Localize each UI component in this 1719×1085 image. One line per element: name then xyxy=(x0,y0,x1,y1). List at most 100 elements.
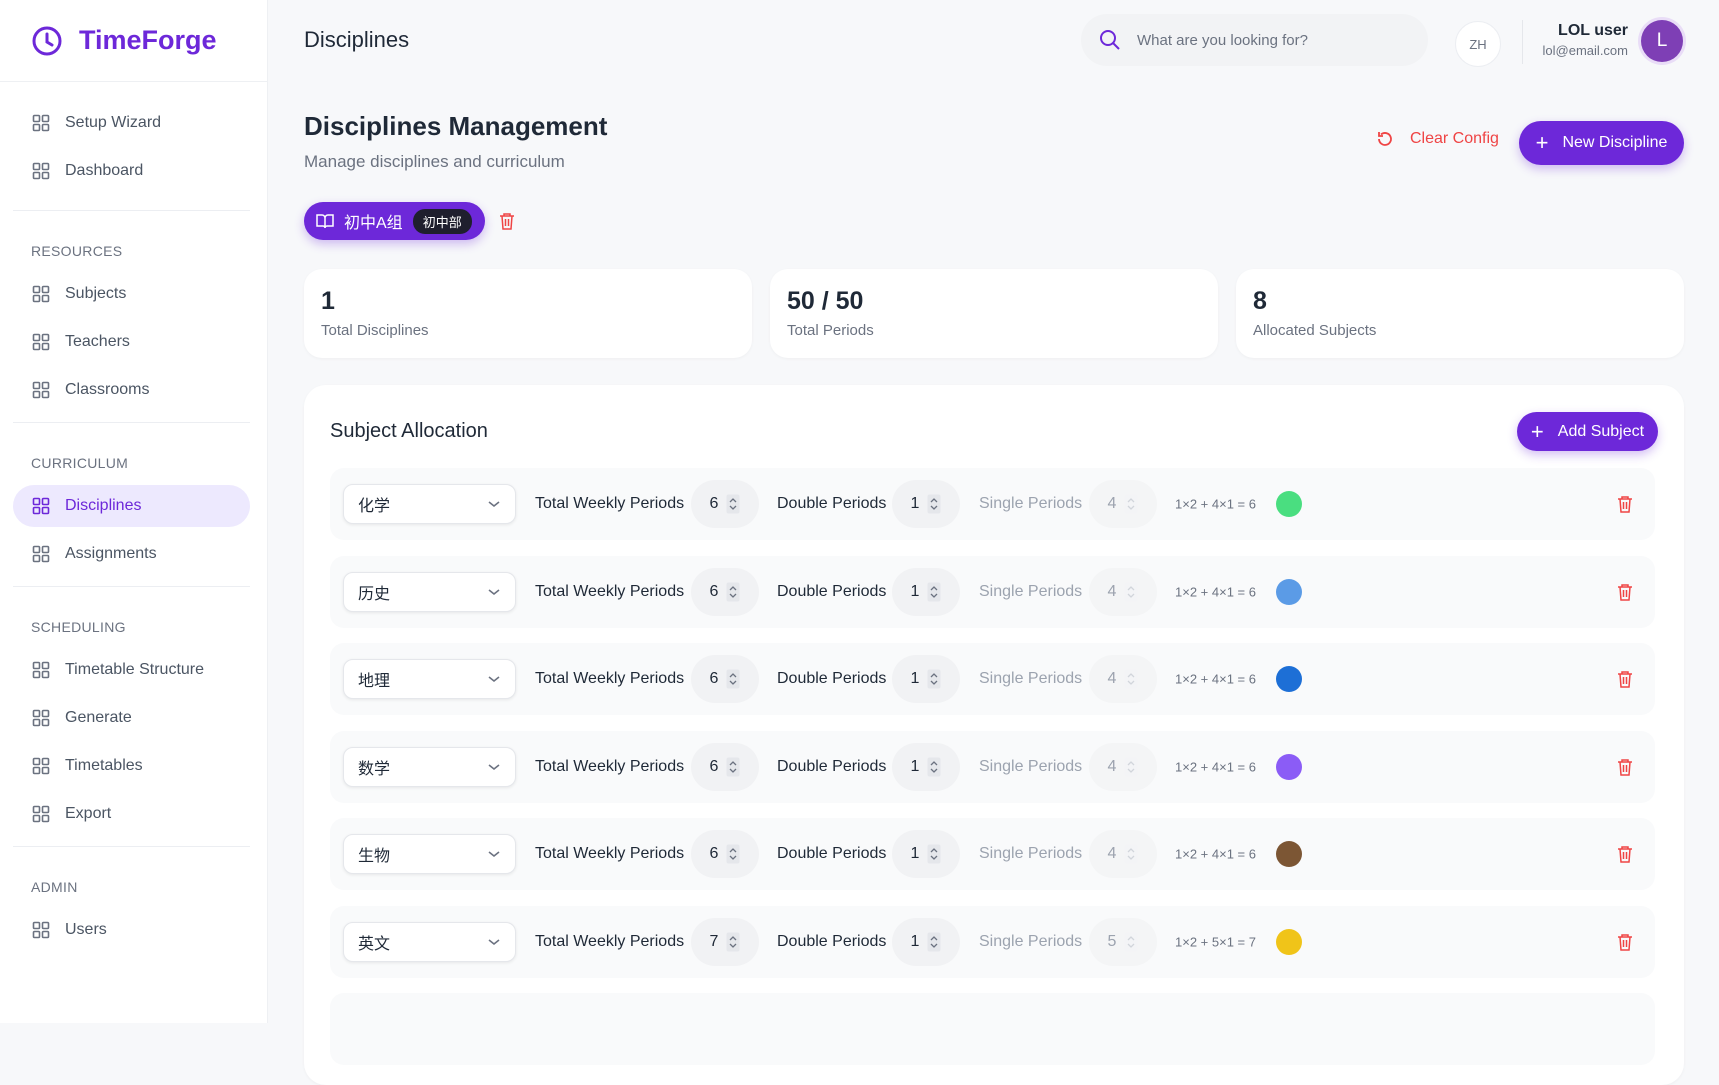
discipline-name: 初中A组 xyxy=(344,215,403,232)
nav-icon xyxy=(32,381,50,399)
double-input[interactable]: 1 xyxy=(892,655,960,703)
double-label: Double Periods xyxy=(777,845,887,862)
allocation-row: 历史 Total Weekly Periods 6 Double Periods 1 Si… xyxy=(330,555,1655,628)
chevron-icon xyxy=(488,763,500,770)
brand-name: TimeForge xyxy=(79,25,217,55)
discipline-tab[interactable]: 初中A组 初中部 xyxy=(304,202,485,240)
nav-item[interactable]: Disciplines xyxy=(13,485,250,527)
double-input[interactable]: 1 xyxy=(892,567,960,616)
spinner-icon xyxy=(726,582,740,601)
nav-item[interactable]: Users xyxy=(13,909,250,951)
clear-config-button[interactable]: Clear Config xyxy=(1376,130,1499,148)
double-value: 1 xyxy=(910,932,920,950)
subject-select[interactable]: 数学 xyxy=(343,746,516,787)
nav-divider xyxy=(13,210,250,211)
spinner-icon xyxy=(927,844,941,864)
nav-item[interactable]: Timetable Structure xyxy=(13,649,250,691)
stat-label: Allocated Subjects xyxy=(1253,322,1377,339)
total-input[interactable]: 6 xyxy=(691,830,759,878)
formula: 1×2 + 5×1 = 7 xyxy=(1175,934,1256,949)
avatar[interactable]: L xyxy=(1641,20,1683,62)
color-swatch[interactable] xyxy=(1276,578,1302,605)
total-value: 7 xyxy=(709,932,719,950)
formula: 1×2 + 4×1 = 6 xyxy=(1175,496,1256,512)
total-input[interactable]: 6 xyxy=(691,742,759,791)
single-input: 5 xyxy=(1089,917,1157,966)
nav-label: Dashboard xyxy=(65,162,144,179)
stat-card: 8 Allocated Subjects xyxy=(1236,269,1684,358)
total-input[interactable]: 6 xyxy=(691,655,759,703)
clear-config-label: Clear Config xyxy=(1410,130,1499,147)
nav-icon xyxy=(32,497,50,515)
spinner-icon xyxy=(927,757,941,776)
nav-item[interactable]: Assignments xyxy=(13,533,250,575)
nav-section-title: ADMIN xyxy=(31,879,78,895)
new-discipline-button[interactable]: + New Discipline xyxy=(1519,121,1684,165)
nav-item[interactable]: Timetables xyxy=(13,745,250,787)
nav-divider xyxy=(13,422,250,423)
double-value: 1 xyxy=(910,757,920,775)
subject-select[interactable]: 生物 xyxy=(343,834,516,874)
subject-select[interactable]: 历史 xyxy=(343,571,516,612)
total-input[interactable]: 6 xyxy=(691,480,759,528)
nav-item[interactable]: Classrooms xyxy=(13,369,250,411)
subject-select[interactable]: 地理 xyxy=(343,659,516,699)
add-subject-button[interactable]: + Add Subject xyxy=(1517,412,1658,451)
spinner-icon xyxy=(1124,932,1138,951)
stat-card: 1 Total Disciplines xyxy=(304,269,752,358)
nav-icon xyxy=(32,709,50,727)
total-input[interactable]: 6 xyxy=(691,567,759,616)
nav-section-title: CURRICULUM xyxy=(31,455,129,471)
double-label: Double Periods xyxy=(777,495,887,512)
allocation-card: Subject Allocation + Add Subject 化学 Total … xyxy=(304,385,1684,1085)
delete-row-icon[interactable] xyxy=(1617,583,1633,601)
nav-label: Timetable Structure xyxy=(65,661,205,678)
double-input[interactable]: 1 xyxy=(892,742,960,791)
nav-item[interactable]: Export xyxy=(13,793,250,835)
delete-row-icon[interactable] xyxy=(1617,845,1633,863)
color-swatch[interactable] xyxy=(1276,841,1302,867)
single-input: 4 xyxy=(1089,480,1157,528)
user-info[interactable]: LOL user lol@email.com xyxy=(1543,22,1628,58)
delete-row-icon[interactable] xyxy=(1617,495,1633,513)
double-input[interactable]: 1 xyxy=(892,830,960,878)
color-swatch[interactable] xyxy=(1276,491,1302,517)
header-title: Disciplines xyxy=(304,27,410,52)
stat-label: Total Disciplines xyxy=(321,322,429,339)
nav-item[interactable]: Dashboard xyxy=(13,150,250,192)
delete-row-icon[interactable] xyxy=(1617,670,1633,688)
subject-select[interactable]: 化学 xyxy=(343,484,516,524)
double-label: Double Periods xyxy=(777,757,887,775)
allocation-row: 化学 Total Weekly Periods 6 Double Periods 1 Si… xyxy=(330,468,1655,540)
formula: 1×2 + 4×1 = 6 xyxy=(1175,671,1256,687)
search-box[interactable]: What are you looking for? xyxy=(1081,14,1428,66)
language-button[interactable]: ZH xyxy=(1455,21,1501,67)
formula: 1×2 + 4×1 = 6 xyxy=(1175,846,1256,862)
spinner-icon xyxy=(1124,669,1138,689)
nav-label: Classrooms xyxy=(65,381,150,398)
single-input: 4 xyxy=(1089,742,1157,791)
spinner-icon xyxy=(927,669,941,689)
color-swatch[interactable] xyxy=(1276,928,1302,955)
double-input[interactable]: 1 xyxy=(892,480,960,528)
color-swatch[interactable] xyxy=(1276,666,1302,692)
double-input[interactable]: 1 xyxy=(892,917,960,966)
delete-row-icon[interactable] xyxy=(1617,933,1633,951)
single-input: 4 xyxy=(1089,655,1157,703)
nav-item[interactable]: Subjects xyxy=(13,273,250,315)
spinner-icon xyxy=(726,494,740,514)
stat-value: 50 / 50 xyxy=(787,287,864,315)
spinner-icon xyxy=(726,932,740,951)
nav-label: Timetables xyxy=(65,757,143,774)
subject-name: 数学 xyxy=(358,760,391,778)
nav-item[interactable]: Teachers xyxy=(13,321,250,363)
delete-discipline-icon[interactable] xyxy=(499,212,515,230)
subject-select[interactable]: 英文 xyxy=(343,921,516,962)
delete-row-icon[interactable] xyxy=(1617,758,1633,776)
spinner-icon xyxy=(1124,582,1138,601)
color-swatch[interactable] xyxy=(1276,753,1302,780)
nav-item[interactable]: Setup Wizard xyxy=(13,102,250,144)
total-input[interactable]: 7 xyxy=(691,917,759,966)
single-label: Single Periods xyxy=(979,670,1083,687)
nav-item[interactable]: Generate xyxy=(13,697,250,739)
